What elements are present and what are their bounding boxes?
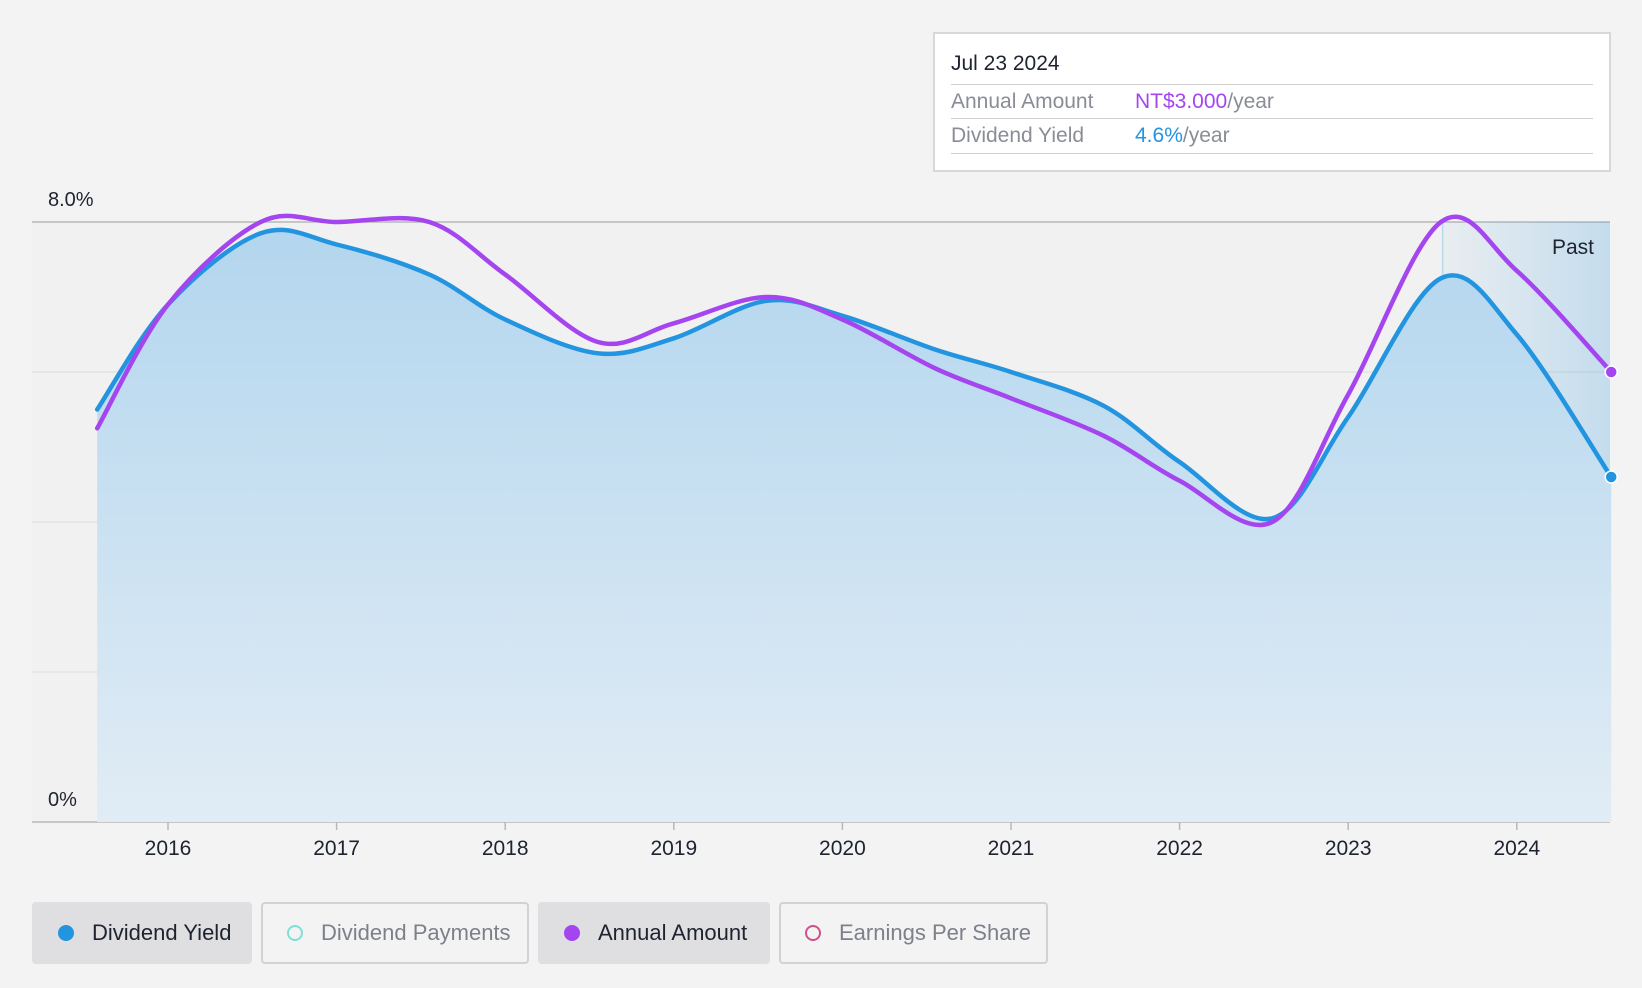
tooltip-panel: Jul 23 2024 Annual Amount NT$3.000/year …: [933, 32, 1611, 172]
legend-annual-amount-label: Annual Amount: [598, 920, 748, 945]
legend-annual-amount-button[interactable]: Annual Amount: [538, 902, 770, 964]
x-tick-label: 2024: [1493, 837, 1540, 860]
x-tick-label: 2023: [1325, 837, 1372, 860]
tooltip-dividend-yield-label: Dividend Yield: [951, 124, 1085, 147]
x-tick-label: 2016: [145, 837, 192, 860]
x-tick-label: 2018: [482, 837, 529, 860]
legend-dividend-payments-label: Dividend Payments: [321, 920, 511, 945]
label-layer: 2016 2017 2018 2019 2020 2021 2022 2023 2024 8.0%…: [48, 189, 1594, 860]
x-tick-label: 2019: [650, 837, 697, 860]
dividend-yield-end-point: [1604, 470, 1618, 484]
tooltip-dividend-yield-unit: /year: [1182, 124, 1230, 147]
x-tick-label: 2022: [1156, 837, 1203, 860]
annual-amount-end-point: [1604, 365, 1618, 379]
dividend-chart: 2016 2017 2018 2019 2020 2021 2022 2023 2024 8.0%…: [32, 189, 1618, 860]
x-tick-label: 2021: [988, 837, 1035, 860]
legend-earnings-per-share-label: Earnings Per Share: [839, 920, 1031, 945]
y-bottom-label: 0%: [48, 789, 77, 811]
tooltip-annual-amount-unit: /year: [1227, 90, 1274, 113]
annual-amount-line: [94, 213, 1614, 528]
line-layer: [94, 213, 1618, 528]
x-tick-label: 2020: [819, 837, 866, 860]
legend-dividend-payments-button[interactable]: Dividend Payments: [261, 902, 529, 964]
tooltip-row-annual-amount: Annual Amount NT$3.000/year: [951, 84, 1593, 119]
dividend-yield-line: [94, 227, 1614, 522]
tooltip-date: Jul 23 2024: [951, 52, 1060, 75]
tooltip-row-dividend-yield: Dividend Yield 4.6%/year: [951, 118, 1593, 154]
tooltip-annual-amount-label: Annual Amount: [951, 90, 1094, 113]
legend-dividend-yield-label: Dividend Yield: [92, 920, 232, 945]
x-tick-label: 2017: [313, 837, 360, 860]
legend-earnings-per-share-dot-icon: [805, 925, 821, 941]
tooltip-dividend-yield-value: 4.6%: [1135, 124, 1183, 147]
legend-dividend-yield-button[interactable]: Dividend Yield: [32, 902, 252, 964]
legend-earnings-per-share-button[interactable]: Earnings Per Share: [779, 902, 1048, 964]
past-region-label: Past: [1552, 236, 1594, 259]
area-layer: [97, 222, 1612, 823]
legend-dividend-yield-dot-icon: [58, 925, 74, 941]
tooltip-annual-amount-value: NT$3.000: [1135, 90, 1228, 113]
legend-annual-amount-dot-icon: [564, 925, 580, 941]
y-top-label: 8.0%: [48, 189, 94, 211]
legend-dividend-payments-dot-icon: [287, 925, 303, 941]
tooltip-annual-amount: NT$3.000/year: [1135, 90, 1274, 114]
tooltip-dividend-yield: 4.6%/year: [1135, 124, 1230, 148]
dividend-yield-area: [97, 229, 1612, 823]
